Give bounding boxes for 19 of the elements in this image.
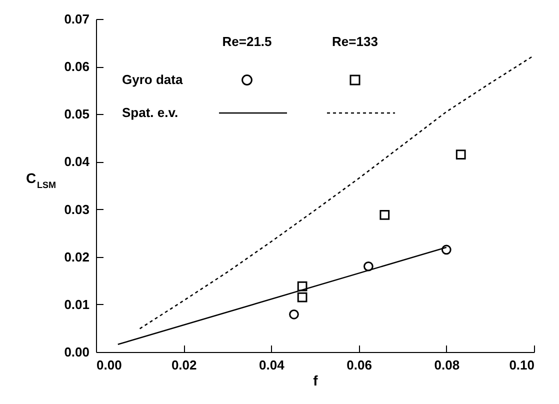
x-tick-label: 0.00 (96, 358, 122, 372)
x-tick-label: 0.02 (171, 358, 197, 372)
x-tick-label: 0.06 (346, 358, 372, 372)
x-axis-title: f (313, 372, 318, 388)
y-tick-label: 0.00 (64, 344, 90, 360)
annotation: Spat. e.v. (122, 105, 178, 120)
y-tick-label: 0.04 (64, 154, 90, 170)
y-tick-label: 0.07 (64, 12, 90, 26)
x-tick-label: 0.04 (259, 358, 286, 372)
x-tick-label: 0.10 (509, 358, 534, 372)
annotation: Re=133 (332, 34, 378, 49)
annotation: Re=21.5 (222, 34, 272, 49)
y-tick-label: 0.01 (64, 296, 90, 312)
y-tick-label: 0.02 (64, 249, 90, 264)
y-tick-label: 0.06 (64, 59, 90, 74)
annotation: Gyro data (122, 72, 184, 87)
y-tick-label: 0.03 (64, 202, 90, 217)
y-tick-label: 0.05 (64, 106, 90, 122)
x-tick-label: 0.08 (434, 358, 460, 372)
